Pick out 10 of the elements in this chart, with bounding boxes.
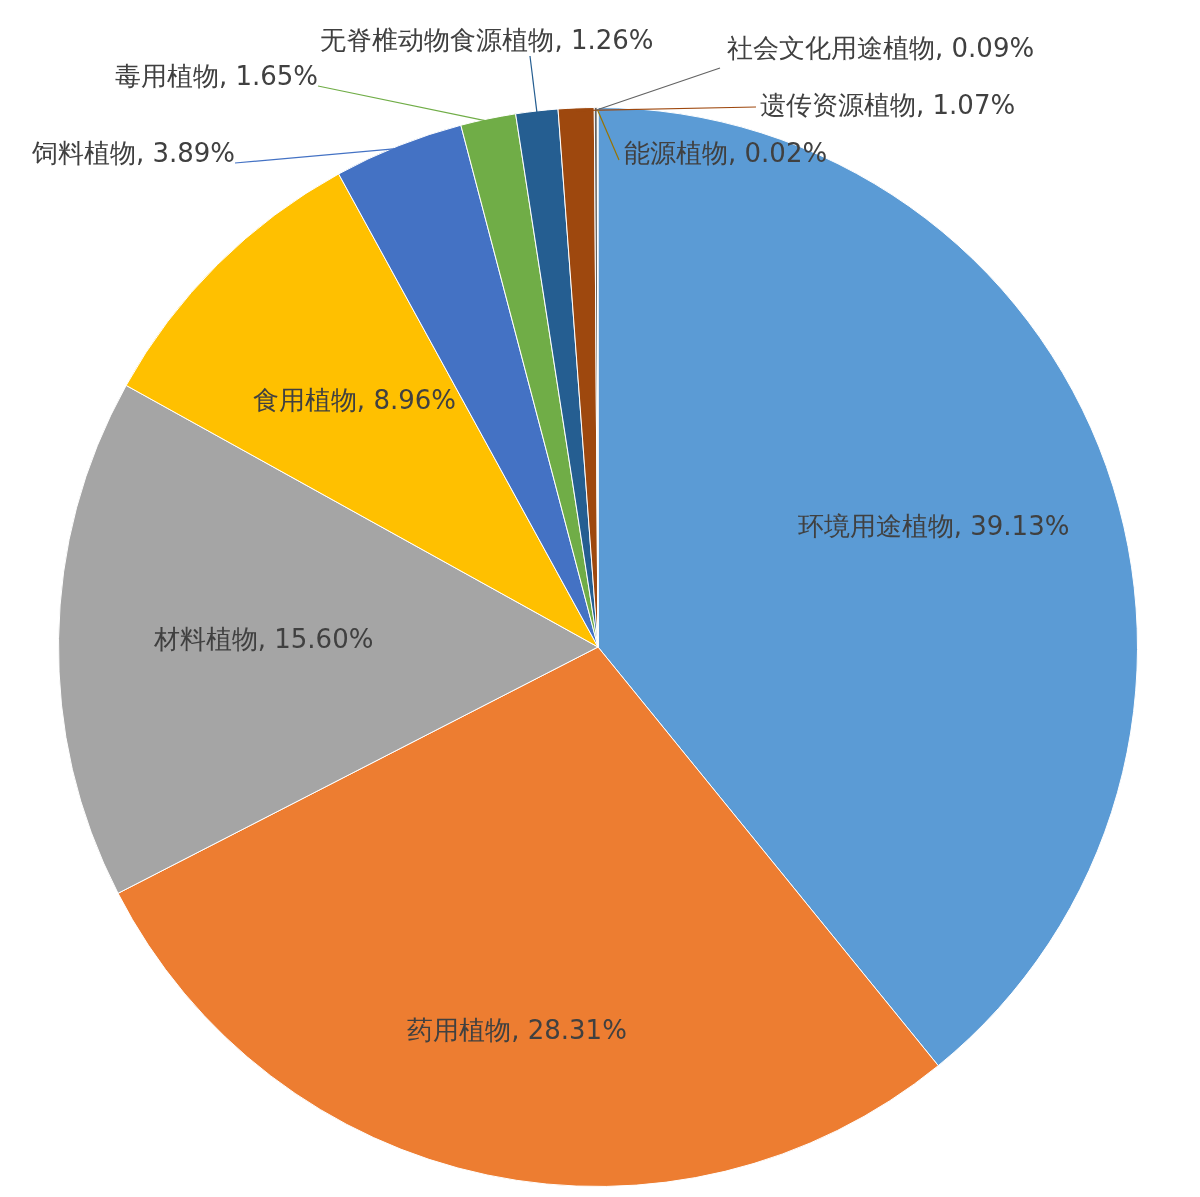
slice-label: 社会文化用途植物, 0.09% [727, 32, 1035, 63]
legend-label: 能源植物, 0.02% [624, 137, 828, 168]
slice-label: 毒用植物, 1.65% [114, 60, 318, 91]
slice-label: 无脊椎动物食源植物, 1.26% [320, 24, 654, 55]
slice-label: 材料植物, 15.60% [152, 624, 374, 655]
slice-label: 遗传资源植物, 1.07% [760, 89, 1016, 120]
slice-label: 饲料植物, 3.89% [30, 137, 235, 168]
slice-label: 食用植物, 8.96% [252, 385, 456, 416]
slice-label: 药用植物, 28.31% [407, 1015, 627, 1046]
slice-label: 环境用途植物, 39.13% [797, 510, 1070, 541]
